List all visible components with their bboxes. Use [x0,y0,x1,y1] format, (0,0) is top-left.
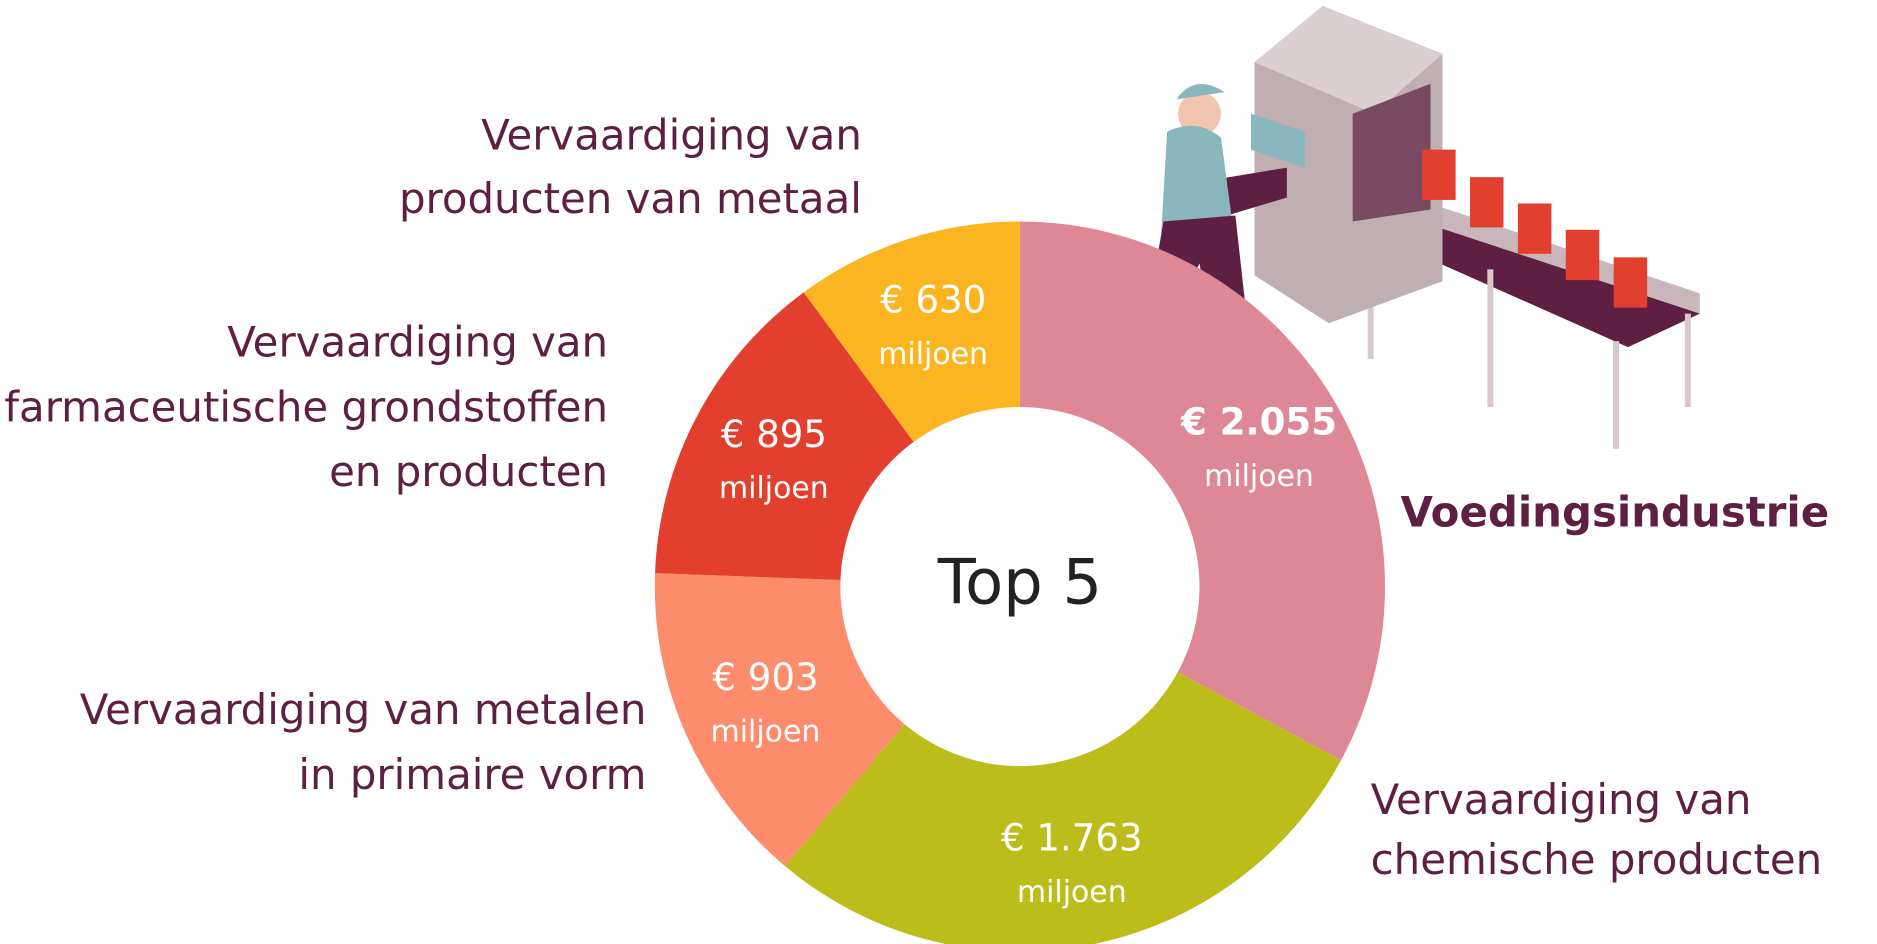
unit-label: miljoen [878,337,988,372]
value-label: € 630 [880,279,986,322]
category-label: Voedingsindustrie [1401,488,1830,537]
unit-label: miljoen [1017,875,1127,910]
unit-label: miljoen [711,714,821,749]
value-label: € 2.055 [1180,401,1337,444]
unit-label: miljoen [719,471,829,506]
value-label: € 895 [721,413,827,456]
value-label: € 1.763 [1001,816,1143,859]
value-label: € 903 [712,656,818,699]
center-label: Top 5 [937,546,1102,619]
unit-label: miljoen [1204,459,1314,494]
chart: € 2.055 miljoen € 1.763 miljoen € 903 miljoen… [0,0,1877,944]
